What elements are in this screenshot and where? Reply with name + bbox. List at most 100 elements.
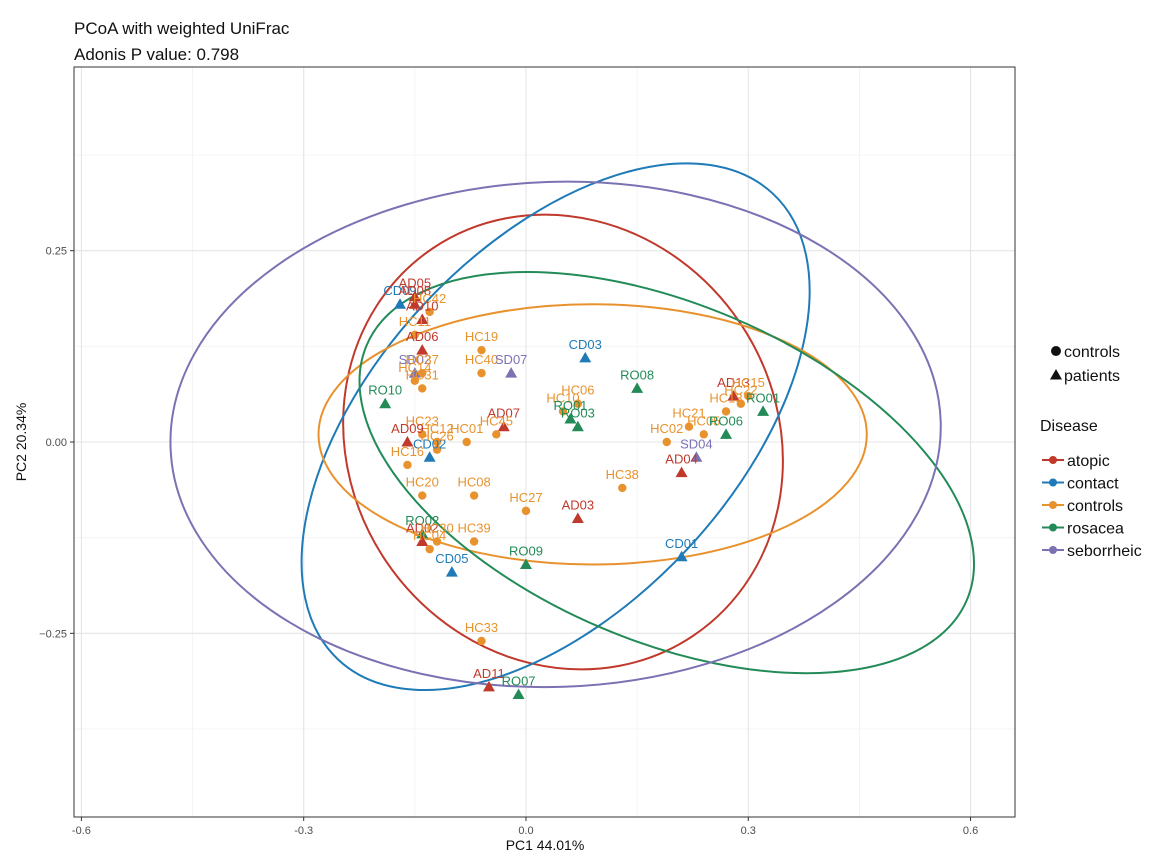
legend-item-seborrheic: seborrheic [1067,543,1142,560]
point-HC05 [699,430,709,439]
point-RO09 [519,558,532,569]
point-HC20 [418,491,427,500]
point-label-AD11: AD11 [473,666,505,681]
axes-layer: -0.6 -0.3 0.0 0.3 0.6 −0.25 0.00 0.25 [39,66,1016,837]
point-AD10 [416,313,429,325]
legend-item-controls: controls [1067,498,1123,515]
point-HC13 [721,407,731,416]
point-HC31 [418,384,427,393]
point-label-RO02: RO02 [405,513,439,528]
x-tick-label: 0.0 [518,825,533,837]
point-label-HC15: HC15 [732,375,765,390]
legend-key-contact [1049,478,1057,487]
point-HC08 [469,491,479,500]
grid-layer [74,67,1015,817]
legend-shape-controls [1051,346,1061,356]
point-HC21 [684,422,694,431]
x-tick-label: -0.6 [72,825,91,837]
point-HC39 [469,537,479,546]
point-label-AD06: AD06 [406,329,439,344]
point-label-HC10: HC10 [546,390,579,405]
legend-title: Disease [1040,418,1098,435]
point-HC30 [432,537,442,546]
point-label-AD03: AD03 [562,498,595,513]
point-AD03 [571,512,584,524]
point-SD02 [408,367,421,378]
point-label-CD03: CD03 [569,337,602,352]
point-label-HC13: HC13 [709,390,742,405]
point-RO08 [631,382,644,393]
point-label-HC16: HC16 [391,444,424,459]
point-HC45 [492,430,501,439]
point-AD09 [401,436,414,447]
point-HC06 [573,399,583,408]
point-label-RO03: RO03 [561,406,595,421]
point-label-HC26: HC26 [420,429,453,444]
point-label-HC31: HC31 [406,367,439,382]
point-HC38 [618,483,627,493]
point-label-RO08: RO08 [620,367,654,382]
point-HC40 [477,368,486,378]
point-label-HC04: HC04 [413,528,446,543]
point-HC12 [432,437,442,447]
point-label-HC38: HC38 [606,467,639,482]
point-HC23 [418,430,427,439]
point-label-HC11: HC11 [399,314,431,329]
ellipse-contact [300,162,811,692]
legend-key-controls [1049,501,1057,509]
point-label-SD02: SD02 [399,352,432,367]
point-label-HC21: HC21 [672,406,705,421]
point-label-SD04: SD04 [680,436,713,451]
legend-item-atopic: atopic [1067,453,1110,470]
point-label-AD10: AD10 [406,299,439,314]
point-label-HC20: HC20 [406,475,439,490]
point-label-HC33: HC33 [465,620,498,635]
point-AD07 [497,420,510,432]
point-RO02 [416,527,429,539]
point-label-RO01: RO01 [746,390,780,405]
point-SD07 [505,367,518,378]
point-label-CD01: CD01 [665,536,698,551]
x-tick-label: 0.6 [963,825,978,837]
legend-shape-label: patients [1064,368,1120,385]
point-label-SD07: SD07 [495,352,528,367]
point-label-HC19: HC19 [465,329,498,344]
ellipse-atopic [342,213,784,671]
point-AD13 [727,390,740,401]
point-CD09 [394,298,407,309]
point-HC33 [477,636,486,646]
legend-key-atopic [1049,456,1057,464]
points-layer [379,290,770,700]
y-axis-label: PC2 20.34% [13,403,29,482]
point-CD05 [445,566,458,577]
chart-title: PCoA with weighted UniFrac [74,19,290,38]
point-CD01 [675,550,688,562]
point-label-HC08: HC08 [457,475,490,490]
point-label-HC37: HC37 [406,352,439,367]
point-label-CD05: CD05 [435,551,468,566]
point-label-AD07: AD07 [487,406,520,421]
point-label-RO10: RO10 [368,383,402,398]
point-label-AD05: AD05 [399,276,432,291]
point-RO06 [720,428,733,439]
point-AD04 [675,466,688,478]
point-label-HC14: HC14 [398,360,431,375]
point-label-HC01: HC01 [450,421,483,436]
point-AD05 [408,290,421,302]
x-tick-label: 0.3 [741,825,756,837]
legend-key-seborrheic [1049,546,1057,554]
legend-item-contact: contact [1067,476,1119,493]
point-label-HC42: HC42 [413,291,446,306]
point-label-CD09: CD09 [383,283,416,298]
point-CD02 [423,451,436,462]
legend-key-rosacea [1049,523,1057,532]
point-RO01 [564,413,577,424]
point-label-HC45: HC45 [480,413,513,428]
point-RO03 [571,420,584,432]
point-HC11 [410,330,420,340]
point-label-AD02: AD02 [406,520,439,535]
point-AD08 [408,298,421,309]
point-AD02 [416,535,429,546]
